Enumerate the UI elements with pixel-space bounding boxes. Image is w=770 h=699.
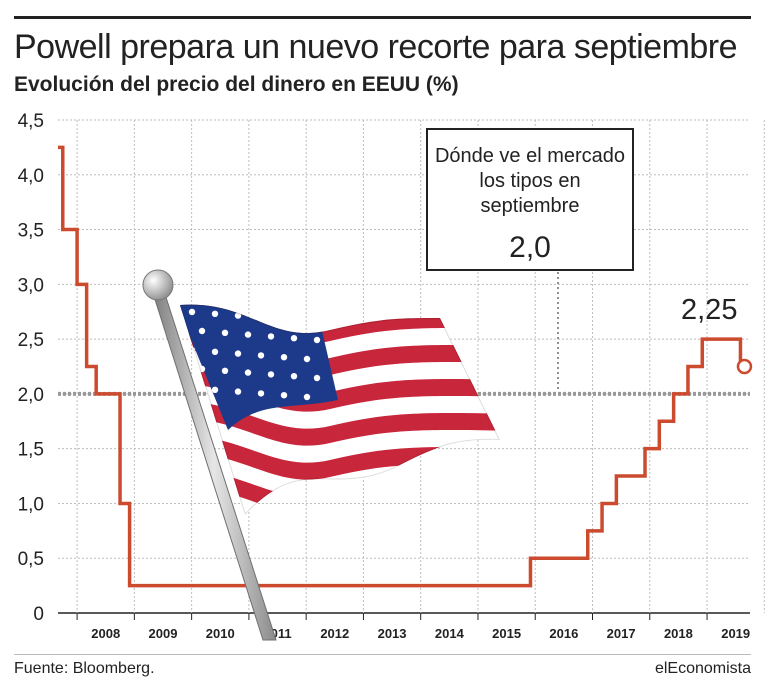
x-axis: 2008 2009 2010 2011 2012 2013 2014 2015 2016 2017… [76, 613, 750, 641]
x-tick-label: 2014 [435, 626, 465, 641]
flag-star [211, 386, 219, 393]
flag-star [267, 333, 275, 340]
flag-star [257, 314, 265, 321]
brand-logo: elEconomista [654, 660, 751, 677]
y-tick-label: 1,5 [18, 440, 44, 461]
flag-star [313, 374, 321, 382]
flag-star [244, 369, 252, 376]
y-axis: 0 0,5 1,0 1,5 2,0 2,5 3,0 3,5 4,0 4,5 [18, 111, 44, 625]
flag-star [211, 310, 219, 317]
x-tick-label: 2013 [378, 626, 407, 641]
flag-star [280, 392, 288, 399]
flag-star [267, 371, 275, 378]
x-tick-label: 2012 [320, 626, 349, 641]
callout-value: 2,0 [509, 231, 551, 264]
chart-subtitle: Evolución del precio del dinero en EEUU … [14, 73, 459, 96]
x-tick-label: 2015 [492, 626, 521, 641]
y-tick-label: 0 [33, 604, 44, 625]
flag-star [257, 352, 265, 359]
flag-star [234, 388, 242, 395]
y-tick-label: 1,0 [18, 494, 44, 515]
flag-star [280, 354, 288, 361]
flag-star [221, 329, 229, 336]
flag-star [188, 308, 196, 316]
flag-star [221, 367, 229, 374]
flag-star [244, 331, 252, 338]
x-tick-label: 2018 [664, 626, 693, 641]
fed-funds-rate-line [58, 145, 743, 588]
x-tick-label: 2010 [206, 626, 235, 641]
flag-star [234, 312, 242, 319]
flag-pole-ball [142, 269, 174, 301]
grid [58, 119, 765, 614]
y-tick-label: 4,0 [18, 166, 44, 187]
flag-cloth [180, 304, 500, 515]
flag-star [290, 373, 298, 380]
top-rule [14, 16, 751, 19]
x-tick-label: 2019 [721, 626, 750, 641]
y-tick-label: 3,5 [18, 221, 44, 242]
flag-star [211, 348, 219, 355]
flag-star [303, 355, 311, 363]
flag-star [303, 317, 311, 325]
x-tick-label: 2016 [549, 626, 578, 641]
last-value-label: 2,25 [681, 294, 738, 326]
source-note: Fuente: Bloomberg. [14, 660, 155, 677]
flag-star [234, 350, 242, 357]
flag-star [290, 335, 298, 342]
y-tick-label: 2,0 [18, 385, 44, 406]
y-tick-label: 2,5 [18, 330, 44, 351]
x-tick-label: 2009 [149, 626, 178, 641]
y-tick-label: 0,5 [18, 549, 44, 570]
flag-star [257, 390, 265, 397]
y-tick-label: 3,0 [18, 275, 44, 296]
flag-star [303, 393, 311, 401]
flag-star [313, 336, 321, 344]
callout-text: Dónde ve el mercado los tipos en septiem… [434, 145, 626, 217]
callout-box: Dónde ve el mercado los tipos en septiem… [426, 128, 634, 271]
chart-title: Powell prepara un nuevo recorte para sep… [14, 28, 738, 66]
flag-star [198, 365, 206, 373]
y-tick-label: 4,5 [18, 111, 44, 132]
flag-star [280, 316, 288, 323]
flag-stripe [180, 503, 500, 515]
footer-rule [14, 654, 751, 655]
last-point-marker [736, 358, 753, 375]
flag-star [198, 327, 206, 335]
x-tick-label: 2017 [607, 626, 636, 641]
x-tick-label: 2008 [91, 626, 120, 641]
